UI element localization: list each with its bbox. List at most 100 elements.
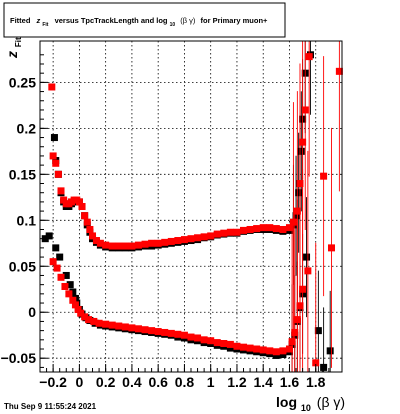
y-tick-label: −0.05 [1,350,37,366]
data-point [194,234,202,242]
data-point [54,170,62,178]
title-z: z [36,16,41,25]
y-axis-label: z Fit [4,37,23,59]
y-axis-label-sub: Fit [14,37,23,47]
title-beta-gamma: (β γ) [180,16,196,25]
data-point [187,333,195,341]
x-tick-label: −0.2 [39,374,67,390]
data-point [233,342,241,350]
data-point [194,334,202,342]
data-point [220,229,228,237]
data-point [259,346,267,354]
data-point [266,347,274,355]
data-point [45,232,53,240]
data-point [233,228,241,236]
data-point [90,317,98,325]
y-tick-label: 0 [28,304,36,320]
data-points [41,41,343,372]
y-tick-label: 0.15 [9,166,36,182]
data-point [335,67,343,75]
x-tick-labels: −0.2 0 0.2 0.4 0.6 0.8 1 1.2 1.4 1.6 1.8 [39,374,325,390]
data-point [279,225,287,233]
data-point [49,152,57,160]
data-point [292,212,300,220]
data-point [161,328,169,336]
data-point [57,187,65,195]
data-point [207,337,215,345]
x-tick-label: 0.2 [96,374,116,390]
data-point [102,241,110,249]
data-point [174,237,182,245]
data-point [49,258,57,266]
data-point [167,329,175,337]
data-point [78,203,86,210]
data-point [296,302,304,310]
title-prefix: Fitted [10,16,31,25]
data-point [167,237,175,245]
y-axis-label-main: z [4,51,20,59]
data-point [65,290,73,298]
data-point [295,189,303,197]
x-tick-label: 0 [75,374,83,390]
x-tick-label: 1.4 [253,374,273,390]
data-point [52,159,60,167]
data-point [213,230,221,238]
data-point [141,326,149,334]
data-point [253,345,261,353]
data-point [71,301,79,309]
data-point [61,282,69,290]
data-point [134,241,142,249]
x-axis-label: log 10 (β γ) [276,394,345,414]
data-point [83,218,91,226]
x-tick-label: 1 [207,374,215,390]
data-point [246,225,254,233]
data-point [305,53,313,61]
data-point [141,240,149,248]
data-point [272,225,280,233]
data-point [62,271,70,279]
y-tick-label: 0.05 [9,258,36,274]
x-tick-label: 0.8 [175,374,195,390]
data-point [48,83,56,91]
data-point [41,235,49,243]
data-point [240,343,248,351]
y-tick-label: 0.2 [17,120,37,136]
axis-ticks [40,54,330,372]
data-point [226,228,234,236]
data-point [121,323,129,331]
title-suffix: for Primary muon+ [201,16,269,25]
data-point [115,322,123,330]
y-tick-labels: −0.05 0 0.05 0.1 0.15 0.2 0.25 [1,74,37,366]
data-point [326,347,334,355]
data-point [291,328,299,336]
title-middle: versus TpcTrackLength and log [55,16,168,25]
data-point [299,138,307,146]
data-point [50,134,58,142]
data-point [108,321,116,329]
data-point [303,253,311,261]
data-point [259,224,267,232]
data-point [89,232,97,240]
data-point [312,359,320,367]
x-tick-label: 1.2 [227,374,247,390]
data-point [81,212,89,220]
timestamp: Thu Sep 9 11:55:24 2021 [4,402,97,411]
data-point [74,305,82,313]
data-point [69,288,77,296]
chart-title: Fitted z Fit versus TpcTrackLength and l… [3,2,286,38]
x-tick-label: 1.6 [280,374,300,390]
data-point [279,351,287,359]
data-point [187,235,195,243]
data-point [108,242,116,250]
data-point [200,233,208,241]
data-point [266,224,274,232]
data-point [85,316,93,324]
data-point [320,172,328,180]
data-point [56,253,64,261]
data-point [293,316,301,324]
x-axis-label-sub: 10 [301,403,311,413]
data-point [77,309,85,317]
data-point [279,347,287,355]
data-point [304,267,312,275]
